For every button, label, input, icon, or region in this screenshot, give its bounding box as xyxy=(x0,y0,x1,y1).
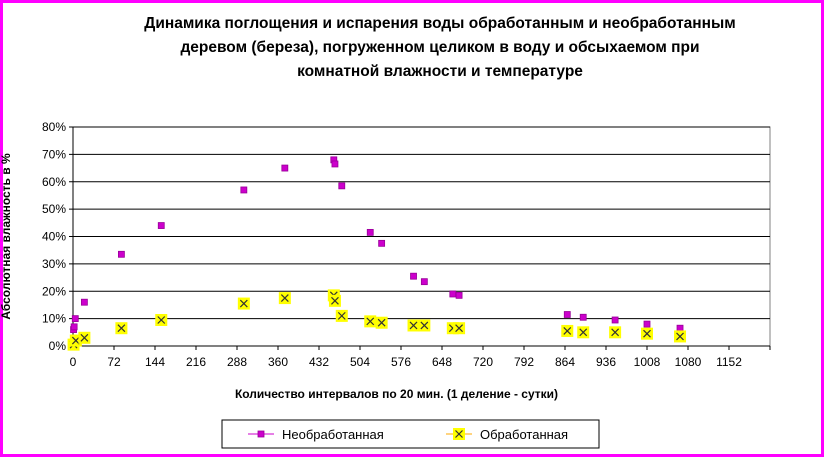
point-treated-11 xyxy=(375,316,388,329)
x-tick-label-5: 360 xyxy=(268,355,288,369)
x-axis-label: Количество интервалов по 20 мин. (1 деле… xyxy=(235,387,558,401)
point-treated-13 xyxy=(418,319,431,332)
y-axis-ticks: 0% 10% 20% 30% 40% 50% 60% 70% 80% xyxy=(42,120,73,353)
x-tick-label-12: 864 xyxy=(555,355,575,369)
point-treated-12 xyxy=(407,319,420,332)
point-treated-20 xyxy=(674,330,687,343)
point-treated-3 xyxy=(115,322,128,335)
series-untreated xyxy=(70,156,684,333)
legend-marker-untreated xyxy=(257,430,265,438)
x-tick-label-9: 648 xyxy=(432,355,452,369)
point-untreated-10 xyxy=(338,182,346,190)
x-tick-label-7: 504 xyxy=(350,355,370,369)
point-untreated-5 xyxy=(157,222,165,229)
x-tick-label-1: 72 xyxy=(107,355,121,369)
legend-box xyxy=(221,419,600,449)
y-tick-label-7: 70% xyxy=(42,147,66,161)
chart-title-line-1: Динамика поглощения и испарения воды обр… xyxy=(144,15,736,32)
point-treated-9 xyxy=(335,309,348,322)
point-treated-19 xyxy=(641,327,653,340)
chart-title: Динамика поглощения и испарения воды обр… xyxy=(60,12,820,84)
x-tick-label-3: 216 xyxy=(186,355,206,369)
y-tick-label-8: 80% xyxy=(42,120,66,134)
point-untreated-2 xyxy=(71,315,79,323)
x-tick-label-4: 288 xyxy=(227,355,247,369)
x-tick-label-16: 1152 xyxy=(716,355,742,369)
point-untreated-14 xyxy=(420,278,428,286)
point-untreated-4 xyxy=(118,250,125,258)
y-tick-label-4: 40% xyxy=(42,230,66,244)
chart-title-line-3: комнатной влажности и температуре xyxy=(297,63,583,80)
point-treated-6 xyxy=(278,292,291,305)
y-tick-label-6: 60% xyxy=(42,175,66,189)
legend-label-untreated: Необработанная xyxy=(282,427,384,442)
y-tick-label-3: 30% xyxy=(42,257,66,271)
series-treated xyxy=(67,289,687,351)
x-tick-label-2: 144 xyxy=(145,355,165,369)
point-untreated-15 xyxy=(449,290,457,298)
x-tick-label-15: 1080 xyxy=(675,355,702,369)
point-untreated-20 xyxy=(643,320,651,328)
point-treated-17 xyxy=(577,326,590,339)
point-treated-15 xyxy=(453,322,466,335)
y-tick-label-0: 0% xyxy=(49,339,67,353)
point-treated-10 xyxy=(364,315,377,328)
chart-title-line-2: деревом (береза), погруженном целиком в … xyxy=(180,39,700,56)
point-treated-18 xyxy=(609,326,622,339)
point-treated-16 xyxy=(561,324,574,337)
point-untreated-1 xyxy=(70,323,78,331)
point-untreated-13 xyxy=(410,272,417,280)
y-tick-label-2: 20% xyxy=(42,284,66,298)
x-axis-ticks: 0 72 144 216 288 360 432 504 576 648 720 792 864 936 1… xyxy=(70,127,771,369)
x-tick-label-6: 432 xyxy=(309,355,329,369)
point-treated-2 xyxy=(78,331,91,344)
point-untreated-9 xyxy=(331,160,339,168)
point-untreated-3 xyxy=(80,298,88,306)
point-untreated-18 xyxy=(579,313,587,321)
point-treated-5 xyxy=(237,297,250,310)
point-untreated-16 xyxy=(455,291,463,299)
y-tick-label-5: 50% xyxy=(42,202,66,216)
point-untreated-7 xyxy=(281,164,289,172)
point-treated-4 xyxy=(155,313,168,326)
point-untreated-6 xyxy=(240,186,248,194)
point-untreated-11 xyxy=(366,228,374,236)
x-tick-label-11: 792 xyxy=(514,355,534,369)
x-tick-label-14: 1008 xyxy=(634,355,661,369)
x-tick-label-13: 936 xyxy=(596,355,616,369)
x-tick-label-8: 576 xyxy=(391,355,411,369)
x-tick-label-10: 720 xyxy=(473,355,493,369)
legend-marker-treated xyxy=(453,428,465,440)
y-axis-label: Абсолютная влажность в % xyxy=(0,153,13,320)
x-tick-label-0: 0 xyxy=(70,355,77,369)
point-untreated-12 xyxy=(378,239,386,247)
point-untreated-19 xyxy=(611,316,619,324)
legend-label-treated: Обработанная xyxy=(480,427,568,442)
point-untreated-17 xyxy=(563,311,571,318)
legend: Необработанная Обработанная xyxy=(221,419,600,449)
gridlines xyxy=(73,126,770,320)
point-untreated-21 xyxy=(676,324,684,332)
point-treated-8 xyxy=(328,294,341,307)
y-tick-label-1: 10% xyxy=(42,312,66,326)
